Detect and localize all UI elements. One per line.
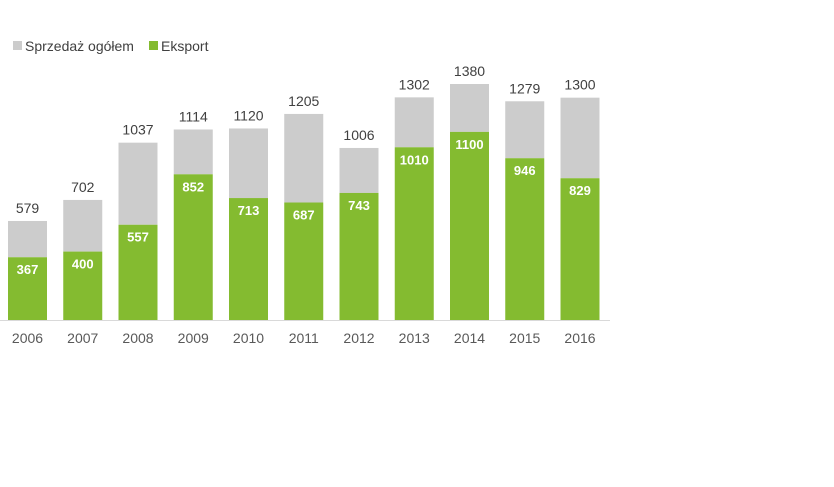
- label-export-2011: 687: [293, 208, 315, 223]
- x-tick-2016: 2016: [564, 330, 595, 346]
- label-total-2008: 1037: [122, 122, 153, 138]
- label-export-2007: 400: [72, 257, 94, 272]
- label-total-2014: 1380: [454, 63, 485, 79]
- x-tick-2012: 2012: [343, 330, 374, 346]
- bar-export-2014: [450, 131, 489, 320]
- bar-total-2013: [394, 97, 434, 148]
- bar-total-2012: [339, 147, 379, 193]
- bar-export-2007: [63, 251, 103, 320]
- bar-total-2016: [560, 97, 600, 179]
- bar-total-2007: [63, 199, 103, 252]
- label-total-2015: 1279: [509, 80, 540, 96]
- label-export-2013: 1010: [400, 152, 429, 167]
- bar-export-2015: [505, 158, 545, 320]
- label-export-2008: 557: [127, 230, 149, 245]
- bar-total-2011: [284, 113, 324, 203]
- bar-total-2010: [229, 128, 268, 199]
- bar-total-2009: [173, 129, 213, 175]
- label-total-2013: 1302: [399, 76, 430, 92]
- label-export-2006: 367: [17, 262, 39, 277]
- bar-export-2011: [284, 202, 324, 320]
- label-total-2010: 1120: [233, 107, 263, 123]
- bar-total-2008: [118, 142, 158, 225]
- label-export-2012: 743: [348, 198, 370, 213]
- x-tick-2011: 2011: [289, 330, 319, 346]
- bar-export-2012: [339, 192, 379, 320]
- x-tick-2010: 2010: [233, 330, 264, 346]
- x-tick-2015: 2015: [509, 330, 540, 346]
- bar-export-2013: [394, 147, 434, 320]
- x-tick-2007: 2007: [67, 330, 98, 346]
- label-total-2007: 702: [71, 179, 95, 195]
- label-export-2014: 1100: [455, 137, 483, 152]
- label-export-2009: 852: [182, 179, 204, 194]
- bar-total-2014: [450, 84, 489, 132]
- bar-export-2008: [118, 224, 158, 320]
- legend-label-export: Eksport: [161, 38, 209, 54]
- x-tick-2013: 2013: [399, 330, 430, 346]
- legend-label-total: Sprzedaż ogółem: [25, 38, 134, 54]
- x-tick-2008: 2008: [122, 330, 153, 346]
- bar-export-2010: [229, 198, 268, 320]
- label-export-2010: 713: [238, 203, 260, 218]
- label-export-2015: 946: [514, 163, 536, 178]
- legend-swatch-total: [13, 41, 22, 50]
- legend-swatch-export: [149, 41, 158, 50]
- bar-export-2006: [8, 257, 47, 320]
- label-total-2012: 1006: [343, 127, 374, 143]
- bar-export-2016: [560, 178, 600, 320]
- label-export-2016: 829: [569, 183, 591, 198]
- bar-total-2015: [505, 101, 545, 159]
- label-total-2006: 579: [16, 200, 40, 216]
- legend: Sprzedaż ogółem Eksport: [13, 38, 209, 54]
- x-tick-2009: 2009: [178, 330, 209, 346]
- bars: 579 367 702 400 1037 557 1114 852 1120 713 1205 687…: [8, 63, 600, 320]
- bar-export-2009: [173, 174, 213, 320]
- x-axis-ticks: 2006 2007 2008 2009 2010 2011 2012 2013 2014 2015…: [12, 330, 596, 346]
- x-tick-2006: 2006: [12, 330, 43, 346]
- x-tick-2014: 2014: [454, 330, 485, 346]
- label-total-2009: 1114: [179, 108, 208, 124]
- label-total-2011: 1205: [288, 93, 319, 109]
- bar-total-2006: [8, 220, 47, 258]
- label-total-2016: 1300: [564, 77, 595, 93]
